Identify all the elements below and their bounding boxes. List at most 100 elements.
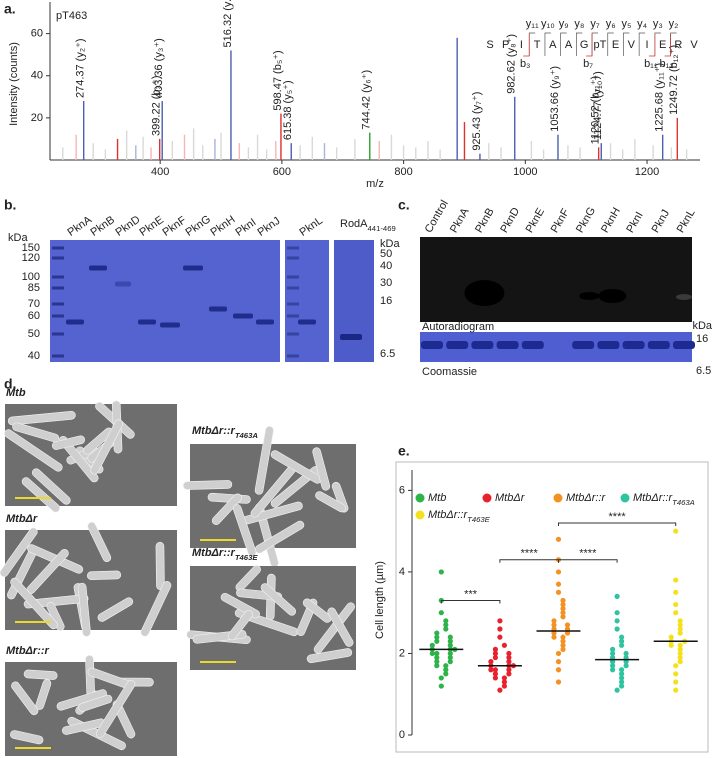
dot (551, 618, 557, 624)
y-ion-label: y₈ (574, 18, 584, 30)
band (521, 341, 544, 349)
y-ion-label: y₇ (590, 18, 600, 30)
lane-label: PknH (209, 214, 238, 239)
dot (619, 675, 625, 681)
b-ion-bracket (664, 34, 671, 57)
dot (555, 650, 562, 657)
residue: E (659, 39, 666, 51)
bacterium (254, 426, 274, 495)
micrograph-label: MtbΔr (6, 513, 38, 525)
peak-label: 1225.68 (y₁₁⁺) (654, 63, 666, 132)
dot (614, 618, 620, 624)
micrograph-label: MtbΔr::r (6, 645, 50, 657)
band (446, 341, 469, 349)
y-tick-label: 4 (399, 566, 405, 578)
bacterium (312, 447, 331, 491)
b-ion-bracket (523, 34, 530, 57)
bacterium (140, 581, 172, 637)
residue: I (520, 39, 523, 51)
ladder-band (52, 314, 64, 318)
ladder-band (287, 332, 299, 336)
gel (334, 240, 374, 362)
marker-label: 6.5 (380, 348, 395, 360)
band (471, 341, 494, 349)
ladder-band (287, 286, 299, 290)
dot (677, 654, 683, 661)
dot (677, 659, 683, 665)
peak-label: 399.22 (b₃⁺) (151, 75, 163, 135)
legend-label: MtbΔr::r (566, 492, 606, 504)
dot (434, 650, 440, 657)
y-tick-label: 0 (399, 729, 405, 741)
dot (564, 622, 571, 628)
band (673, 341, 695, 349)
marker-label: 150 (22, 242, 40, 254)
y-ion-label: y₁₁ (526, 18, 539, 30)
residue: S (486, 39, 493, 51)
dot (434, 638, 440, 644)
bacterium (327, 607, 354, 647)
b-ion-label: b₁₂ (659, 58, 673, 70)
micrograph-label: Mtb (6, 387, 26, 399)
bacterium (7, 410, 76, 426)
dot (443, 663, 449, 669)
dot (429, 650, 435, 657)
y-ion-label: y₁₀ (541, 18, 555, 30)
dot (610, 667, 616, 673)
peak-label: 615.38 (y₅⁺) (282, 80, 294, 140)
dot (610, 646, 616, 652)
marker-unit: kDa (692, 320, 712, 332)
dot (434, 630, 440, 636)
legend-marker (415, 493, 425, 503)
band (340, 334, 362, 340)
gel-caption: Autoradiogram (422, 321, 494, 333)
dot (560, 606, 566, 612)
lane-label: PknI (624, 210, 645, 235)
dot (492, 646, 498, 652)
legend-label: MtbΔr (495, 492, 526, 504)
peak-label: 925.43 (y₇⁺) (471, 92, 483, 151)
dot (506, 671, 512, 677)
marker-label: 16 (380, 295, 392, 307)
marker-label: 60 (28, 310, 40, 322)
peak-label: 982.62 (y₈⁺) (506, 34, 518, 94)
band (115, 281, 131, 287)
lane-label: PknL (675, 207, 698, 235)
dot (447, 650, 453, 657)
legend-marker (415, 510, 425, 520)
bacterium (306, 648, 353, 664)
ladder-band (52, 354, 64, 358)
dot (614, 687, 620, 693)
marker-label: 30 (380, 277, 392, 289)
dot (443, 671, 449, 677)
marker-label: 100 (22, 271, 40, 283)
bacterium (211, 493, 242, 525)
bacterium (31, 468, 71, 505)
lane-label: PknD (114, 214, 143, 239)
band (183, 265, 203, 271)
x-tick-label: 400 (151, 166, 169, 178)
dot (677, 630, 683, 636)
dot (492, 675, 498, 681)
dot (673, 589, 679, 595)
dot (619, 642, 625, 648)
peak-label: 516.32 (y₄⁺) (222, 0, 234, 47)
dot (623, 663, 629, 669)
lane-label: PknJ (650, 208, 673, 235)
lane-label: PknI (234, 216, 259, 238)
gel-caption: Coomassie (422, 366, 477, 378)
micrograph-label: MtbΔr::rT463A (192, 425, 258, 440)
marker-label: 120 (22, 252, 40, 264)
legend-label: MtbΔr::rT463E (428, 509, 491, 524)
y-ion-bracket (623, 32, 630, 56)
ladder-band (287, 354, 299, 358)
lane-label: PknB (89, 214, 117, 239)
ladder-band (52, 302, 64, 306)
dot (443, 667, 449, 673)
signal (579, 292, 600, 300)
panel-label: e. (398, 443, 410, 459)
marker-label: 40 (28, 350, 40, 362)
y-tick-label: 40 (31, 70, 43, 82)
dot (560, 634, 566, 640)
